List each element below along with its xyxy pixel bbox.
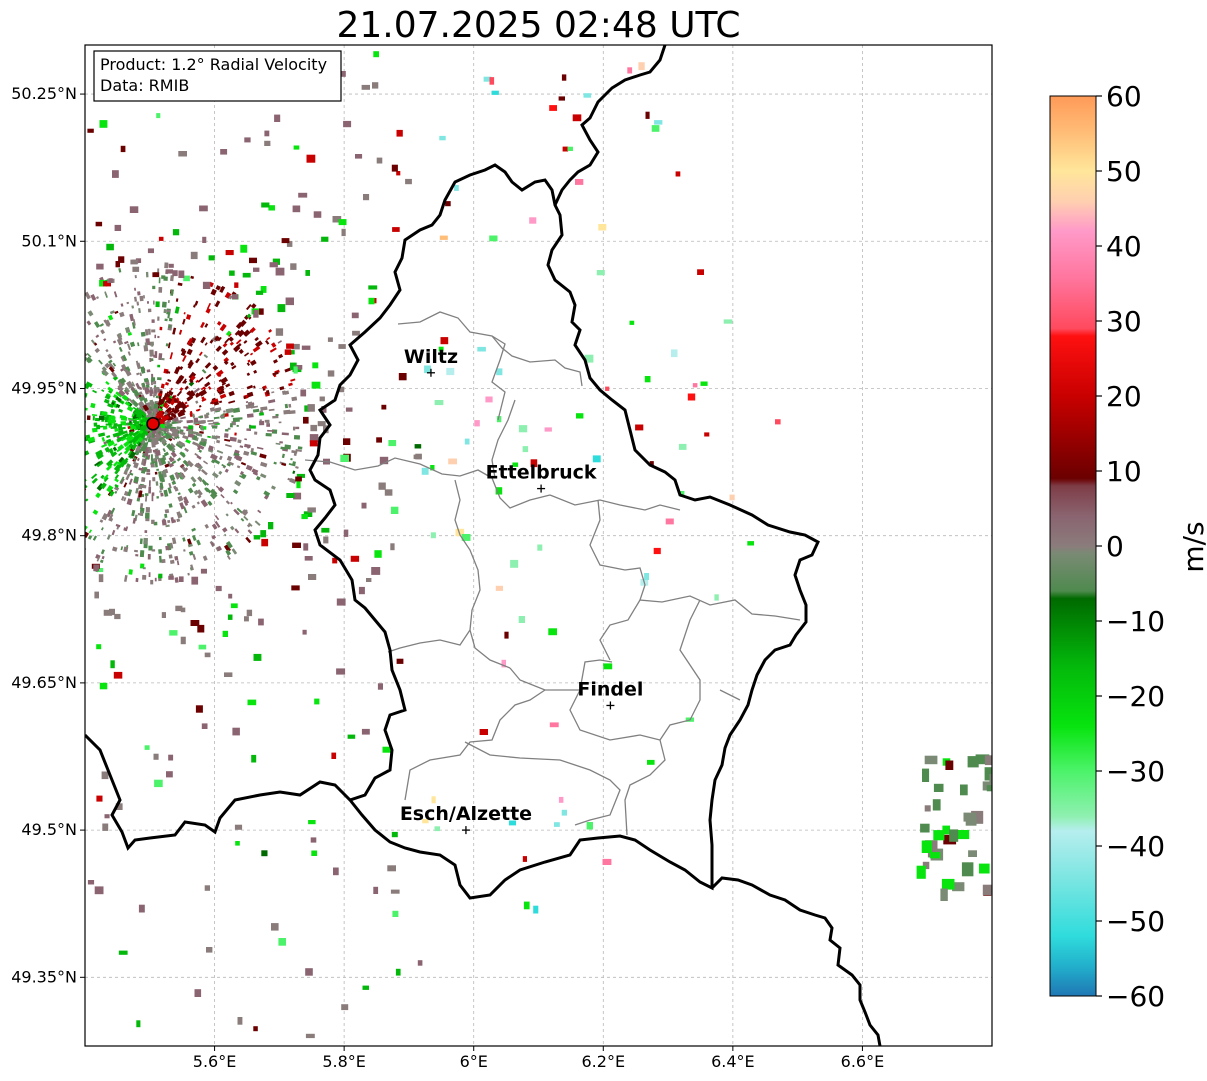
lon-tick-label: 6.2°E [582, 1052, 626, 1071]
lat-tick-label: 49.65°N [11, 673, 77, 692]
colorbar-tick-label: 30 [1106, 305, 1142, 338]
radar-site-marker[interactable] [146, 417, 160, 431]
colorbar-ticks: 60 50 40 30 20 10 0 −10 −20 −30 −40 −50 −60 [1096, 80, 1165, 1013]
lon-tick-label: 6.6°E [841, 1052, 885, 1071]
colorbar-tick-label: 60 [1106, 80, 1142, 113]
plot-frame [84, 44, 993, 1047]
info-box-frame [93, 50, 342, 102]
colorbar-tick-label: 20 [1106, 380, 1142, 413]
city-label: Wiltz [404, 346, 458, 368]
colorbar-tick-label: −50 [1106, 905, 1165, 938]
city-label: Findel [577, 678, 643, 700]
colorbar-tick-label: 0 [1106, 530, 1124, 563]
colorbar-tick-label: −40 [1106, 830, 1165, 863]
colorbar-tick-label: 50 [1106, 155, 1142, 188]
lon-tick-label: 6°E [460, 1052, 488, 1071]
colorbar-tick-label: −30 [1106, 755, 1165, 788]
colorbar-tick-label: 40 [1106, 230, 1142, 263]
lon-tick-label: 5.6°E [193, 1052, 237, 1071]
colorbar-tick-label: −60 [1106, 980, 1165, 1013]
colorbar-ramp [1049, 95, 1097, 997]
info-box-source: Data: RMIB [100, 76, 189, 95]
city-labels: Wiltz Ettelbruck Findel Esch/Alzette [400, 346, 643, 835]
country-borders [85, 45, 882, 1046]
city-label: Esch/Alzette [400, 803, 532, 825]
canton-boundaries [304, 311, 801, 836]
colorbar-tick-label: −20 [1106, 680, 1165, 713]
colorbar-tick-label: −10 [1106, 605, 1165, 638]
colorbar-label: m/s [1177, 521, 1207, 572]
info-box-product: Product: 1.2° Radial Velocity [100, 55, 327, 74]
lon-tick-label: 5.8°E [322, 1052, 366, 1071]
radar-echoes [85, 51, 992, 1039]
page-title: 21.07.2025 02:48 UTC [336, 5, 741, 46]
lat-tick-label: 49.8°N [21, 526, 77, 545]
lon-tick-label: 6.4°E [711, 1052, 755, 1071]
lat-tick-label: 50.25°N [11, 84, 77, 103]
city-label: Ettelbruck [486, 462, 597, 484]
colorbar: 60 50 40 30 20 10 0 −10 −20 −30 −40 −50 −60 m/s [1049, 80, 1207, 1013]
axis-ticks: 50.25°N 50.1°N 49.95°N 49.8°N 49.65°N 49.5°N 4… [11, 84, 884, 1071]
lat-tick-label: 49.95°N [11, 378, 77, 397]
colorbar-tick-label: 10 [1106, 455, 1142, 488]
lat-tick-label: 49.5°N [21, 820, 77, 839]
lat-tick-label: 49.35°N [11, 967, 77, 986]
lat-tick-label: 50.1°N [21, 231, 77, 250]
info-box: Product: 1.2° Radial Velocity Data: RMIB [93, 50, 342, 102]
